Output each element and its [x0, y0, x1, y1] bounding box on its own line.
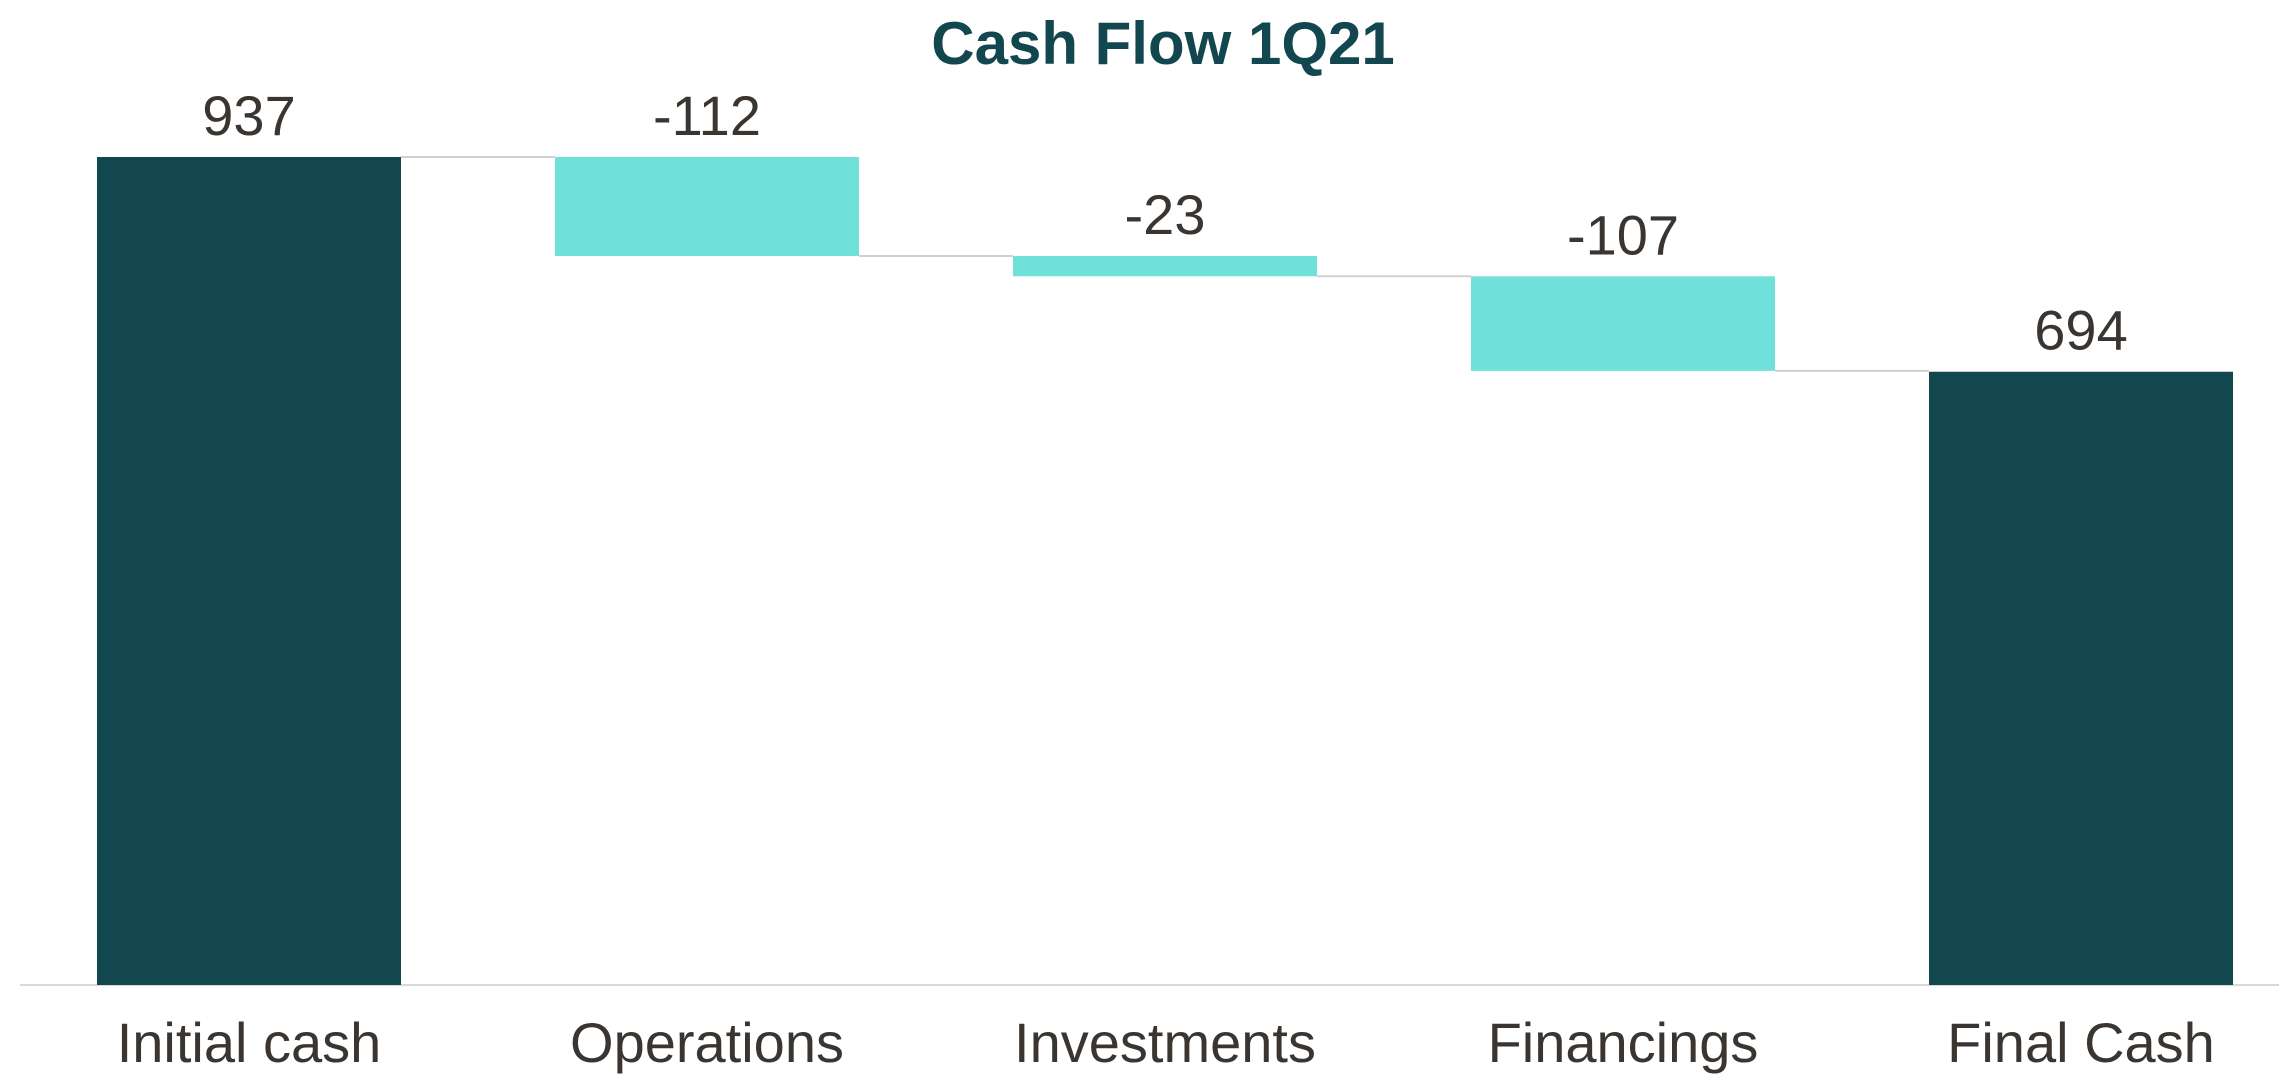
value-label: -23 — [1125, 183, 1206, 246]
x-tick-label: Financings — [1488, 1011, 1759, 1074]
bar — [1013, 255, 1317, 277]
x-tick-label: Initial cash — [117, 1011, 382, 1074]
bar — [1929, 371, 2233, 985]
chart-title: Cash Flow 1Q21 — [931, 10, 1394, 77]
x-tick-label: Investments — [1014, 1011, 1316, 1074]
value-label: -107 — [1567, 203, 1679, 266]
value-label: 694 — [2034, 299, 2127, 362]
bar — [97, 157, 401, 985]
bar — [555, 157, 859, 256]
value-label: -112 — [653, 84, 761, 147]
x-tick-label: Final Cash — [1947, 1011, 2215, 1074]
value-label: 937 — [202, 84, 295, 147]
bar — [1471, 276, 1775, 371]
x-tick-label: Operations — [570, 1011, 844, 1074]
